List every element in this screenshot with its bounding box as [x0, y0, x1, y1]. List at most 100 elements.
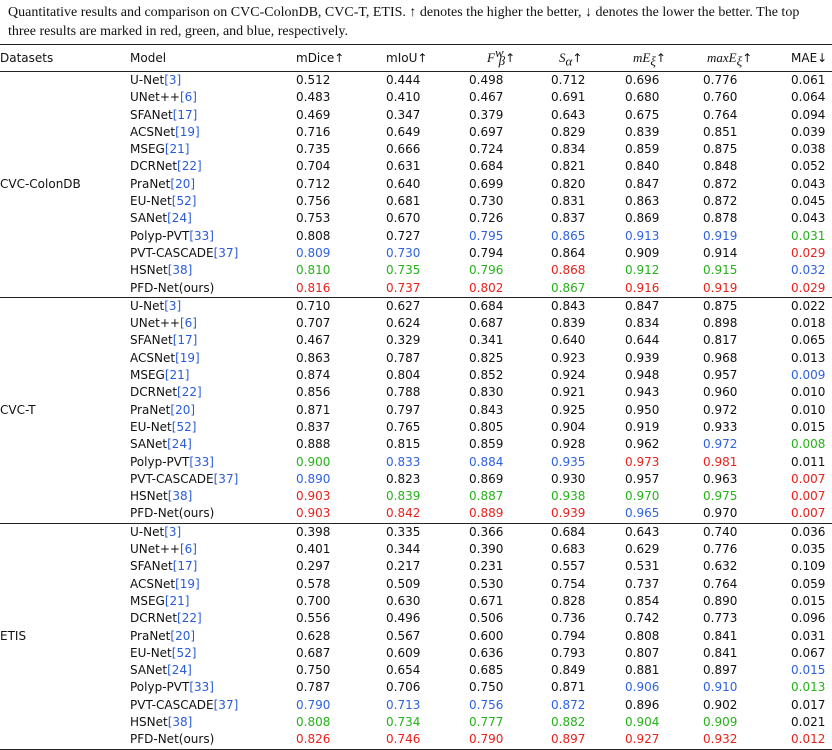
citation-link[interactable]: [37] — [213, 471, 239, 486]
citation-link[interactable]: [3] — [164, 524, 182, 539]
value-mdice: 0.890 — [296, 471, 331, 486]
table-row: EU-Net[52] 0.756 0.681 0.730 0.831 0.863 0.872… — [0, 193, 832, 210]
table-row: UNet++[6] 0.483 0.410 0.467 0.691 0.680 0.760 0… — [0, 89, 832, 106]
value-me: 0.904 — [625, 714, 660, 729]
value-me: 0.970 — [625, 489, 660, 504]
model-name: ACSNet — [130, 124, 176, 139]
citation-link[interactable]: [3] — [164, 73, 182, 87]
model-name: ACSNet — [130, 576, 176, 591]
value-maxe: 0.773 — [703, 611, 738, 626]
value-miou: 0.765 — [386, 419, 421, 434]
value-maxe: 0.968 — [703, 350, 738, 365]
table-row: SFANet[17] 0.469 0.347 0.379 0.643 0.675 0.764… — [0, 107, 832, 124]
model-cell: DCRNet[22] — [130, 610, 296, 627]
value-mdice: 0.856 — [296, 385, 331, 400]
citation-link[interactable]: [38] — [167, 489, 193, 504]
value-maxe: 0.740 — [703, 524, 738, 539]
value-fbw: 0.887 — [469, 489, 504, 504]
model-name: UNet++ — [130, 542, 180, 557]
header-me: mEξ↑ — [633, 50, 666, 69]
table-row: PraNet[20] 0.712 0.640 0.699 0.820 0.847 0.872… — [0, 176, 832, 193]
citation-link[interactable]: [52] — [171, 194, 197, 209]
value-fbw: 0.467 — [469, 90, 504, 105]
model-name: U-Net — [130, 524, 165, 539]
citation-link[interactable]: [20] — [170, 176, 196, 191]
value-miou: 0.815 — [386, 437, 421, 452]
citation-link[interactable]: [24] — [167, 437, 192, 452]
citation-link[interactable]: [38] — [167, 714, 193, 729]
value-mdice: 0.903 — [296, 506, 331, 521]
citation-link[interactable]: [17] — [172, 333, 198, 348]
value-mae: 0.015 — [791, 663, 826, 678]
citation-link[interactable]: [17] — [172, 559, 198, 574]
citation-link[interactable]: [52] — [171, 419, 197, 434]
value-miou: 0.730 — [386, 245, 421, 260]
value-sa: 0.684 — [551, 524, 586, 539]
table-row: EU-Net[52] 0.837 0.765 0.805 0.904 0.919 0.933… — [0, 419, 832, 436]
citation-link[interactable]: [21] — [164, 368, 190, 383]
value-maxe: 0.902 — [703, 697, 738, 712]
value-sa: 0.640 — [551, 333, 586, 348]
header-mdice: mDice↑ — [296, 51, 345, 65]
value-mae: 0.011 — [791, 454, 826, 469]
citation-link[interactable]: [33] — [189, 454, 214, 469]
citation-link[interactable]: [24] — [167, 663, 192, 678]
value-fbw: 0.498 — [469, 73, 504, 87]
citation-link[interactable]: [21] — [164, 142, 190, 157]
value-miou: 0.335 — [386, 524, 421, 539]
value-mae: 0.007 — [791, 489, 826, 504]
citation-link[interactable]: [22] — [177, 159, 202, 174]
citation-link[interactable]: [3] — [164, 298, 182, 313]
value-me: 0.675 — [625, 107, 660, 122]
citation-link[interactable]: [20] — [170, 402, 196, 417]
citation-link[interactable]: [33] — [189, 680, 214, 695]
value-mae: 0.010 — [791, 385, 826, 400]
citation-link[interactable]: [24] — [167, 211, 192, 226]
citation-link[interactable]: [37] — [213, 697, 239, 712]
value-miou: 0.842 — [386, 506, 421, 521]
citation-link[interactable]: [6] — [179, 90, 197, 105]
model-cell: SANet[24] — [130, 662, 296, 679]
citation-link[interactable]: [17] — [172, 107, 198, 122]
value-miou: 0.624 — [386, 316, 421, 331]
citation-link[interactable]: [33] — [189, 228, 214, 243]
value-maxe: 0.919 — [703, 280, 738, 295]
model-name: EU-Net — [130, 645, 172, 660]
model-cell: PraNet[20] — [130, 402, 296, 419]
value-mae: 0.035 — [791, 542, 826, 557]
value-mae: 0.009 — [791, 368, 826, 383]
citation-link[interactable]: [38] — [167, 263, 193, 278]
value-mdice: 0.700 — [296, 593, 331, 608]
citation-link[interactable]: [52] — [171, 645, 197, 660]
value-me: 0.919 — [625, 419, 660, 434]
model-cell: PraNet[20] — [130, 176, 296, 193]
value-sa: 0.843 — [551, 298, 586, 313]
value-mae: 0.029 — [791, 245, 826, 260]
citation-link[interactable]: [22] — [177, 385, 202, 400]
value-me: 0.629 — [625, 542, 660, 557]
model-name: DCRNet — [130, 159, 178, 174]
model-cell: SFANet[17] — [130, 558, 296, 575]
header-mae: MAE↓ — [791, 51, 828, 65]
citation-link[interactable]: [21] — [164, 593, 190, 608]
model-name: HSNet — [130, 714, 168, 729]
value-me: 0.973 — [625, 454, 660, 469]
value-miou: 0.670 — [386, 211, 421, 226]
citation-link[interactable]: [19] — [175, 124, 200, 139]
value-fbw: 0.750 — [469, 680, 504, 695]
value-fbw: 0.796 — [469, 263, 504, 278]
citation-link[interactable]: [37] — [213, 245, 239, 260]
value-me: 0.696 — [625, 73, 660, 87]
citation-link[interactable]: [6] — [179, 316, 197, 331]
citation-link[interactable]: [19] — [175, 350, 200, 365]
citation-link[interactable]: [6] — [179, 542, 197, 557]
citation-link[interactable]: [22] — [177, 611, 202, 626]
model-name: UNet++ — [130, 316, 180, 331]
value-me: 0.643 — [625, 524, 660, 539]
citation-link[interactable]: [19] — [175, 576, 200, 591]
value-fbw: 0.726 — [469, 211, 504, 226]
value-maxe: 0.915 — [703, 263, 738, 278]
citation-link[interactable]: [20] — [170, 628, 196, 643]
value-me: 0.939 — [625, 350, 660, 365]
value-sa: 0.939 — [551, 506, 586, 521]
